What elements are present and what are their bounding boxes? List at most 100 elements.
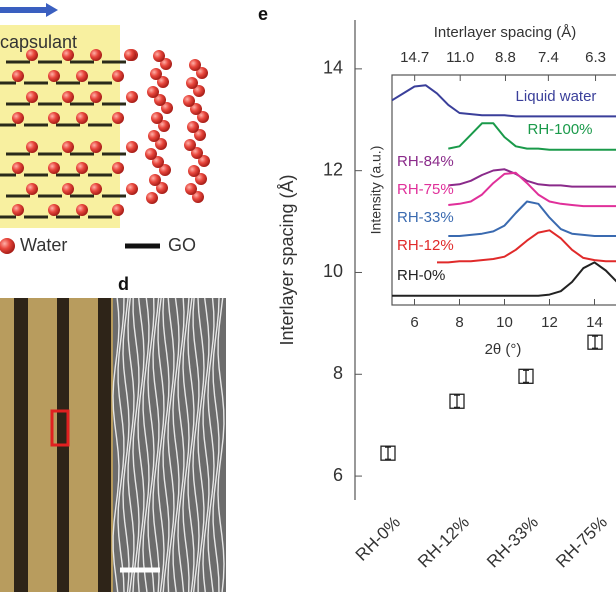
water-molecule (12, 204, 24, 216)
water-molecule (48, 204, 60, 216)
sem-fiber (182, 297, 190, 593)
x2-tick-label: 14.7 (400, 49, 429, 66)
water-molecule (62, 141, 74, 153)
x2-tick-label: 8.8 (495, 49, 516, 66)
spectrum-line (437, 229, 616, 264)
x2-tick-label: 7.4 (538, 49, 559, 66)
water-molecule (146, 192, 158, 204)
water-molecule (154, 94, 166, 106)
sem-image (112, 297, 226, 593)
water-molecule (148, 130, 160, 142)
x-tick-label: 14 (586, 314, 603, 331)
water-molecule (26, 91, 38, 103)
water-molecule (160, 58, 172, 70)
sem-fiber (187, 297, 195, 593)
legend-water: Water (20, 235, 67, 255)
water-molecule (76, 112, 88, 124)
water-molecule (90, 49, 102, 61)
water-molecule (48, 162, 60, 174)
water-molecule (112, 70, 124, 82)
panel-label: e (258, 4, 268, 24)
error-bar (454, 394, 460, 409)
y-axis-label: Interlayer spacing (Å) (277, 174, 297, 345)
water-molecule (198, 155, 210, 167)
water-molecule (185, 183, 197, 195)
water-molecule (124, 49, 136, 61)
water-molecule (26, 141, 38, 153)
sem-fiber (207, 297, 215, 593)
water-molecule (159, 164, 171, 176)
water-molecule (76, 162, 88, 174)
sem-fiber (117, 297, 125, 593)
water-molecule (112, 162, 124, 174)
x-tick-label: RH-33% (483, 513, 542, 572)
error-bar (523, 369, 529, 384)
water-molecule (12, 112, 24, 124)
water-molecule (112, 204, 124, 216)
x-tick-label: RH-0% (352, 513, 404, 565)
water-molecule (156, 182, 168, 194)
legend-go: GO (168, 235, 196, 255)
x-tick-label: 8 (455, 314, 463, 331)
y-tick-label: 10 (323, 261, 343, 281)
spectrum-line (448, 171, 616, 208)
sem-fiber (212, 297, 220, 593)
arrow-head (46, 3, 58, 17)
x2-tick-label: 6.3 (585, 49, 606, 66)
water-molecule (184, 139, 196, 151)
water-molecule (183, 95, 195, 107)
y-tick-label: 14 (323, 58, 343, 78)
water-molecule (26, 49, 38, 61)
spectrum-line (448, 168, 616, 188)
water-molecule (26, 183, 38, 195)
spectrum-line (448, 122, 616, 151)
water-molecule (147, 86, 159, 98)
y-axis-label: Intensity (a.u.) (368, 146, 384, 235)
sem-fiber (202, 297, 210, 593)
water-molecule (62, 91, 74, 103)
water-molecule (12, 162, 24, 174)
series-label: RH-33% (397, 209, 454, 226)
water-molecule (62, 49, 74, 61)
series-label: RH-12% (397, 237, 454, 254)
water-molecule (76, 70, 88, 82)
water-molecule (157, 76, 169, 88)
water-molecule (155, 138, 167, 150)
series-label: Liquid water (516, 88, 597, 105)
x2-axis-label: Interlayer spacing (Å) (434, 24, 577, 41)
sem-fiber (137, 297, 145, 593)
water-molecule (187, 121, 199, 133)
water-molecule (158, 120, 170, 132)
x2-tick-label: 11.0 (446, 49, 474, 66)
water-molecule (90, 183, 102, 195)
water-molecule (90, 141, 102, 153)
sem-fiber (197, 297, 205, 593)
water-molecule (62, 183, 74, 195)
sem-fiber (152, 297, 160, 593)
sem-fiber (162, 297, 170, 593)
sem-fiber (147, 297, 155, 593)
water-molecule (76, 204, 88, 216)
water-molecule (145, 148, 157, 160)
water-molecule (161, 102, 173, 114)
sem-fiber (217, 297, 225, 593)
sem-fiber (112, 297, 120, 593)
schematic: capsulant Water GO (0, 3, 210, 255)
error-bar (385, 446, 391, 460)
x-tick-label: 10 (496, 314, 513, 331)
water-molecule (126, 141, 138, 153)
water-molecule (195, 173, 207, 185)
sem-fiber (177, 297, 185, 593)
x-tick-label: 12 (541, 314, 558, 331)
water-molecule (149, 174, 161, 186)
spectrum-line (392, 261, 616, 297)
sem-fiber (122, 297, 130, 593)
legend-water-icon (0, 238, 15, 254)
sem-fiber (172, 297, 180, 593)
series-label: RH-84% (397, 153, 454, 170)
series-label: RH-100% (527, 121, 592, 138)
water-molecule (190, 103, 202, 115)
water-molecule (197, 111, 209, 123)
